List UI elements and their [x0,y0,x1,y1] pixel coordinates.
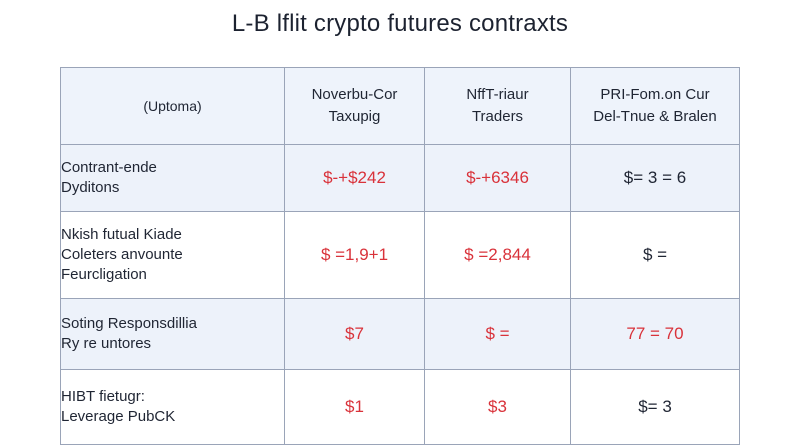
row-label-text: Coleters anvounte [61,246,183,263]
table-row: HIBT fietugr: Leverage PubCK $1 $3 $= 3 [60,369,740,445]
row-label: Nkish futual Kiade Coleters anvounte Feu… [60,211,285,299]
row-label: Soting Responsdillia Ry re untores [60,298,285,370]
value-cell: $ =1,9+1 [284,211,425,299]
table-header-row: (Uptoma) Noverbu-Cor Taxupig NffT-riaur … [60,67,740,145]
header-text: Del-Tnue & Bralen [593,108,717,125]
row-label-text: Soting Responsdillia [61,315,197,332]
comparison-table: (Uptoma) Noverbu-Cor Taxupig NffT-riaur … [60,67,740,445]
value-cell: $-+$242 [284,144,425,212]
value-cell: 77 = 70 [570,298,740,370]
value-cell: $ = [570,211,740,299]
row-label-text: Nkish futual Kiade [61,226,182,243]
value-cell: $7 [284,298,425,370]
value-cell: $-+6346 [424,144,571,212]
header-cell-1: Noverbu-Cor Taxupig [284,67,425,145]
row-label-text: Feurcligation [61,266,147,283]
row-label: Contrant-ende Dyditons [60,144,285,212]
header-text: Traders [471,108,524,125]
header-text: (Uptoma) [143,98,202,114]
table-row: Soting Responsdillia Ry re untores $7 $ … [60,298,740,370]
row-label-text: HIBT fietugr: [61,388,145,405]
value-cell: $ = [424,298,571,370]
header-text: Noverbu-Cor [311,86,398,103]
value-cell: $= 3 [570,369,740,445]
header-text: NffT-riaur [466,86,529,103]
row-label: HIBT fietugr: Leverage PubCK [60,369,285,445]
value-cell: $ =2,844 [424,211,571,299]
value-cell: $= 3 = 6 [570,144,740,212]
row-label-text: Contrant-ende [61,159,157,176]
header-text: Taxupig [328,108,381,125]
page-title: L-B lflit crypto futures contraxts [231,10,569,37]
row-label-text: Ry re untores [61,335,152,352]
header-cell-0: (Uptoma) [60,67,285,145]
header-cell-3: PRI-Fom.on Cur Del-Tnue & Bralen [570,67,740,145]
table-row: Contrant-ende Dyditons $-+$242 $-+6346 $… [60,144,740,212]
value-cell: $3 [424,369,571,445]
row-label-text: Dyditons [61,179,120,196]
header-text: PRI-Fom.on Cur [600,86,710,103]
header-cell-2: NffT-riaur Traders [424,67,571,145]
table-row: Nkish futual Kiade Coleters anvounte Feu… [60,211,740,299]
row-label-text: Leverage PubCK [61,408,176,425]
value-cell: $1 [284,369,425,445]
